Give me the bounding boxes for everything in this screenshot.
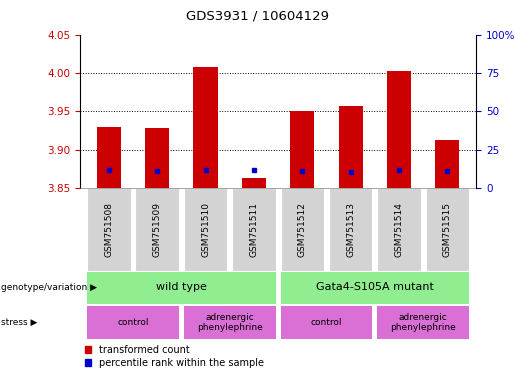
Text: wild type: wild type: [156, 282, 207, 292]
Bar: [242, 178, 266, 188]
FancyBboxPatch shape: [425, 188, 469, 271]
FancyBboxPatch shape: [87, 306, 179, 339]
Text: adrenergic
phenylephrine: adrenergic phenylephrine: [390, 313, 456, 332]
Text: GDS3931 / 10604129: GDS3931 / 10604129: [186, 10, 329, 23]
Text: GSM751511: GSM751511: [249, 202, 259, 257]
Bar: [387, 71, 411, 188]
Text: stress ▶: stress ▶: [1, 318, 38, 327]
Bar: [435, 140, 459, 188]
FancyBboxPatch shape: [281, 273, 469, 303]
Text: GSM751509: GSM751509: [153, 202, 162, 257]
Text: GSM751515: GSM751515: [443, 202, 452, 257]
Text: GSM751512: GSM751512: [298, 202, 307, 257]
Text: adrenergic
phenylephrine: adrenergic phenylephrine: [197, 313, 263, 332]
Text: GSM751514: GSM751514: [394, 202, 403, 257]
FancyBboxPatch shape: [232, 188, 276, 271]
Text: control: control: [311, 318, 342, 327]
Text: GSM751513: GSM751513: [346, 202, 355, 257]
Text: genotype/variation ▶: genotype/variation ▶: [1, 283, 97, 293]
FancyBboxPatch shape: [329, 188, 372, 271]
Text: GSM751508: GSM751508: [105, 202, 113, 257]
FancyBboxPatch shape: [281, 188, 324, 271]
Legend: transformed count, percentile rank within the sample: transformed count, percentile rank withi…: [84, 345, 264, 367]
Bar: [145, 128, 169, 188]
FancyBboxPatch shape: [135, 188, 179, 271]
FancyBboxPatch shape: [87, 273, 276, 303]
Text: control: control: [117, 318, 149, 327]
FancyBboxPatch shape: [281, 306, 372, 339]
Bar: [97, 127, 121, 188]
Bar: [338, 106, 363, 188]
FancyBboxPatch shape: [87, 188, 131, 271]
FancyBboxPatch shape: [184, 306, 276, 339]
Bar: [290, 111, 314, 188]
Text: GSM751510: GSM751510: [201, 202, 210, 257]
Bar: [194, 67, 218, 188]
Text: Gata4-S105A mutant: Gata4-S105A mutant: [316, 282, 434, 292]
FancyBboxPatch shape: [377, 306, 469, 339]
FancyBboxPatch shape: [377, 188, 421, 271]
FancyBboxPatch shape: [184, 188, 227, 271]
